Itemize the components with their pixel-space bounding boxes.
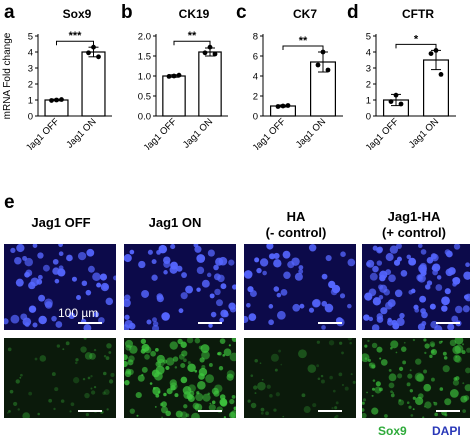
sox9-image-jag1-ha-control <box>362 338 470 418</box>
scale-bar <box>318 410 342 412</box>
scale-bar <box>198 322 222 324</box>
panel-letter-d: d <box>347 2 359 23</box>
dapi-image-jag1-ha-control <box>362 244 470 330</box>
bar <box>44 99 69 117</box>
bar <box>198 51 222 117</box>
y-tick-label: 1.5 <box>138 52 151 63</box>
scale-bar <box>78 322 102 324</box>
data-point <box>315 62 321 68</box>
significance-bracket <box>395 43 437 49</box>
significance-bracket <box>56 40 94 46</box>
data-point <box>49 98 54 103</box>
y-axis-label: mRNA Fold change <box>2 32 13 119</box>
dapi-image-jag1-on <box>124 244 236 330</box>
panel-letter-c: c <box>236 2 247 23</box>
y-tick-label: 2 <box>253 92 258 103</box>
y-tick-label: 0 <box>253 112 258 123</box>
data-point <box>54 97 59 103</box>
panel-letter-a: a <box>4 2 15 23</box>
significance-label: *** <box>69 30 83 42</box>
chart-title: CFTR <box>402 7 434 21</box>
y-tick-label: 2 <box>28 80 33 91</box>
data-point <box>171 73 177 79</box>
data-point <box>388 99 394 104</box>
legend-dapi: DAPI <box>432 424 461 438</box>
column-title-jag1-ha-control: Jag1-HA (+ control) <box>382 209 446 240</box>
data-point <box>59 97 64 102</box>
chart-title: CK7 <box>293 7 317 21</box>
y-tick-label: 1 <box>366 96 371 107</box>
data-point <box>91 44 96 50</box>
y-tick-label: 0 <box>28 112 33 123</box>
y-tick-label: 1.0 <box>138 72 151 83</box>
data-point <box>393 92 399 98</box>
significance-bracket <box>173 40 211 46</box>
chart-title: Sox9 <box>63 7 92 21</box>
bar <box>81 51 106 117</box>
data-point <box>285 103 291 108</box>
significance-bracket <box>282 45 324 50</box>
x-tick-label: Jag1 ON <box>407 116 441 150</box>
significance-label: ** <box>299 35 308 47</box>
data-point <box>275 104 281 109</box>
dapi-image-jag1-off <box>4 244 116 330</box>
data-point <box>166 74 172 79</box>
data-point <box>325 67 331 73</box>
scale-bar <box>436 410 460 412</box>
dapi-image-ha-control <box>244 244 356 330</box>
data-point <box>212 51 218 57</box>
data-point <box>207 44 213 50</box>
y-tick-label: 6 <box>253 52 258 63</box>
x-tick-label: Jag1 ON <box>294 116 328 150</box>
y-tick-label: 2.0 <box>138 32 151 43</box>
y-tick-label: 4 <box>253 72 258 83</box>
data-point <box>202 50 208 56</box>
sox9-image-jag1-on <box>124 338 236 418</box>
sox9-image-ha-control <box>244 338 356 418</box>
scale-bar <box>436 322 460 324</box>
column-title-jag1-on: Jag1 ON <box>148 215 202 230</box>
y-tick-label: 0.5 <box>138 92 151 103</box>
y-tick-label: 4 <box>366 48 371 59</box>
legend-sox9: Sox9 <box>378 424 407 438</box>
bar <box>162 75 186 117</box>
y-tick-label: 5 <box>28 32 33 43</box>
data-point <box>428 51 434 56</box>
data-point <box>320 49 326 55</box>
sox9-image-jag1-off <box>4 338 116 418</box>
y-tick-label: 3 <box>28 64 33 75</box>
data-point <box>438 72 444 77</box>
x-tick-label: Jag1 ON <box>181 116 215 150</box>
chart-title: CK19 <box>179 7 210 21</box>
y-tick-label: 4 <box>28 48 33 59</box>
x-tick-label: Jag1 ON <box>64 116 98 150</box>
y-tick-label: 2 <box>366 80 371 91</box>
y-tick-label: 8 <box>253 32 258 43</box>
y-tick-label: 0 <box>366 112 371 123</box>
scale-bar <box>318 322 342 324</box>
data-point <box>398 101 404 107</box>
y-tick-label: 5 <box>366 32 371 43</box>
panel-letter-b: b <box>121 2 133 23</box>
data-point <box>433 48 439 53</box>
data-point <box>280 103 286 109</box>
data-point <box>176 72 182 78</box>
column-title-ha-control: HA (- control) <box>265 209 327 240</box>
data-point <box>96 54 101 60</box>
y-tick-label: 3 <box>366 64 371 75</box>
panel-letter-e: e <box>4 192 15 213</box>
significance-label: ** <box>188 30 197 42</box>
y-tick-label: 0.0 <box>138 112 151 123</box>
y-tick-label: 1 <box>28 96 33 107</box>
data-point <box>86 50 91 56</box>
significance-label: * <box>414 33 419 45</box>
column-title-jag1-off: Jag1 OFF <box>31 215 91 230</box>
scale-bar-label: 100 µm <box>58 306 99 320</box>
scale-bar <box>198 410 222 412</box>
scale-bar <box>78 410 102 412</box>
